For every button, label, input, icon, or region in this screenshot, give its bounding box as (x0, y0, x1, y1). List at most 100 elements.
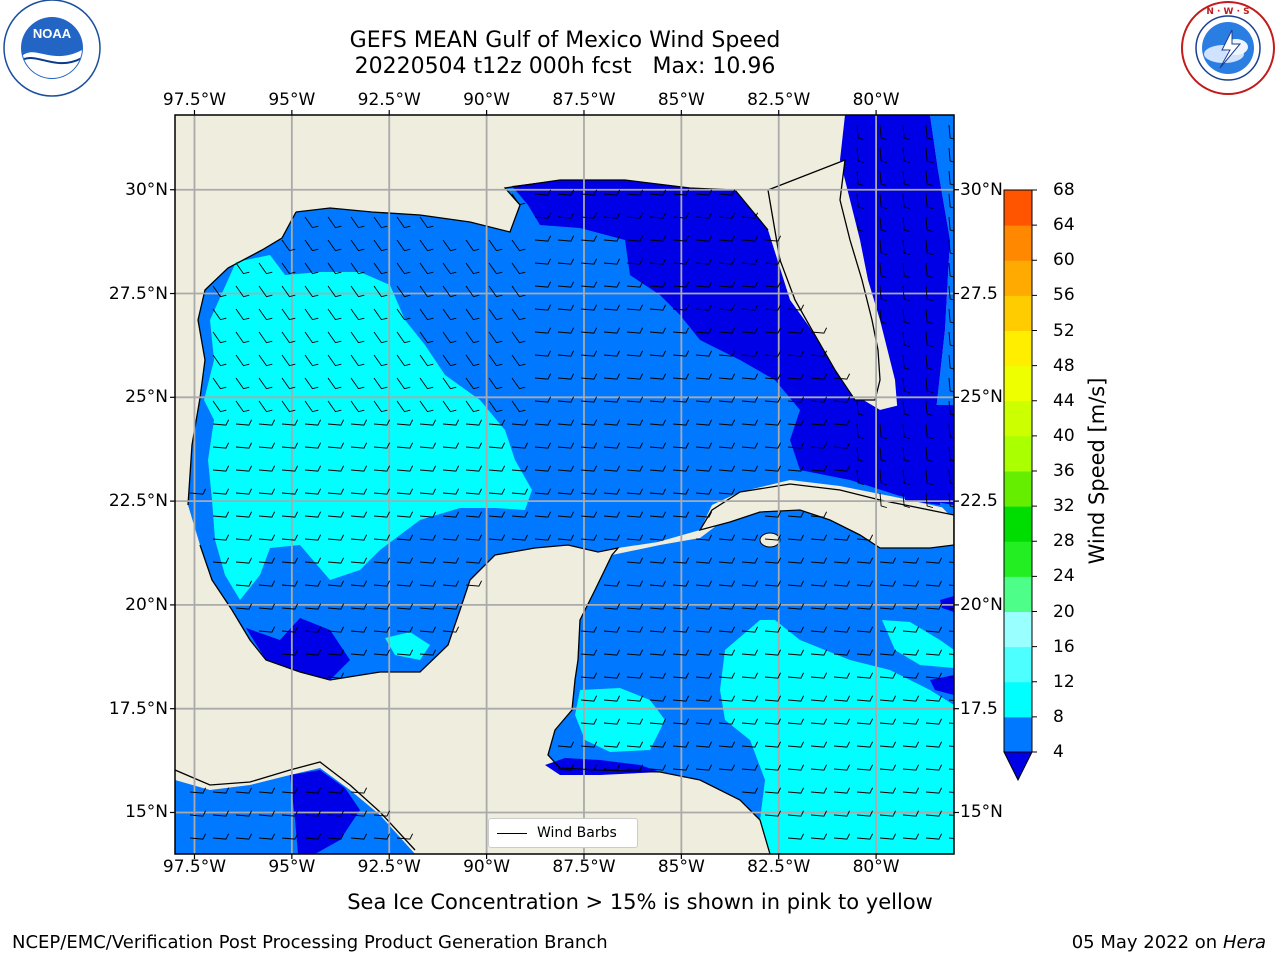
lat-tick-label-left: 25°N (125, 387, 168, 408)
wind-barb (695, 419, 713, 426)
wind-barb (603, 258, 621, 265)
colorbar-tick-label: 12 (1053, 671, 1075, 692)
wind-barb (511, 488, 529, 495)
wind-barb (718, 557, 736, 564)
wind-barb (787, 741, 805, 748)
wind-barb (304, 354, 319, 367)
wind-barb (488, 534, 506, 541)
wind-barb (695, 488, 713, 495)
wind-barb (833, 764, 851, 771)
colorbar-extend-arrow (1003, 751, 1033, 782)
wind-barb (810, 718, 828, 725)
wind-barb (281, 626, 299, 633)
wind-barb (511, 442, 529, 449)
wind-barb (649, 534, 667, 541)
wind-barb (787, 833, 805, 840)
wind-barb (488, 262, 503, 275)
lon-tick-label: 95°W (268, 90, 316, 110)
wind-barb (281, 308, 296, 321)
wind-barb (442, 580, 460, 587)
wind-barb (718, 718, 736, 725)
wind-barb (212, 400, 227, 413)
wind-barb (603, 350, 621, 357)
wind-barb (281, 285, 296, 298)
wind-barb (764, 235, 782, 242)
lat-tick-label-right: 22.5 (960, 491, 998, 512)
wind-barb (350, 488, 368, 495)
wind-barb (741, 764, 759, 771)
wind-barb (856, 741, 874, 748)
wind-barb (465, 557, 483, 564)
nws-logo: N · W · S (1181, 1, 1275, 95)
wind-barb (764, 304, 782, 311)
wind-barb (534, 465, 552, 472)
wind-barb (258, 833, 276, 840)
wind-barb (580, 350, 598, 357)
wind-barb (626, 442, 644, 449)
wind-barb (810, 534, 828, 541)
wind-barb (258, 557, 276, 564)
wind-barb (212, 377, 227, 390)
wind-barb (235, 787, 253, 794)
wind-barb (902, 308, 911, 325)
wind-barb (557, 327, 575, 334)
wind-barb (787, 603, 805, 610)
wind-barb (787, 672, 805, 679)
wind-barb (281, 810, 299, 817)
wind-barb (511, 465, 529, 472)
wind-barb (741, 695, 759, 702)
wind-barb (258, 442, 276, 449)
wind-barb (419, 557, 437, 564)
wind-barb (810, 649, 828, 656)
wind-barb (396, 400, 411, 413)
wind-barb (304, 465, 322, 472)
colorbar-tick-label: 24 (1053, 566, 1075, 587)
wind-barb (465, 465, 483, 472)
colorbar-segment (1004, 506, 1032, 542)
wind-barb (281, 488, 299, 495)
lon-tick-label: 87.5°W (552, 857, 616, 877)
wind-barb (925, 239, 934, 256)
wind-barb (304, 649, 322, 656)
date-text: 05 May 2022 on Hera (1072, 932, 1266, 953)
wind-barb (327, 833, 345, 840)
wind-barb (741, 396, 759, 403)
wind-barb (212, 465, 230, 472)
colorbar-segment (1004, 611, 1032, 648)
wind-barb (373, 534, 391, 541)
wind-barb (925, 626, 943, 633)
wind-barb (396, 308, 411, 321)
lon-tick-label: 87.5°W (552, 90, 616, 110)
wind-barb (695, 281, 713, 288)
wind-barb (626, 235, 644, 242)
wind-barb (718, 465, 736, 472)
strong-wind-campeche-bay (385, 632, 430, 660)
colorbar-segment (1004, 681, 1032, 718)
wind-barb (442, 442, 460, 449)
wind-barb (810, 511, 828, 518)
wind-barb (442, 377, 457, 390)
wind-barb (718, 695, 736, 702)
wind-barb (672, 695, 690, 702)
colorbar-tick-label: 36 (1053, 461, 1075, 481)
wind-barb (603, 488, 621, 495)
wind-barb (879, 741, 897, 748)
wind-barb (235, 308, 250, 321)
wind-barb (672, 281, 690, 288)
wind-barb (810, 442, 828, 449)
wind-barb (925, 423, 934, 440)
wind-barb (649, 580, 667, 587)
wind-barb (511, 400, 526, 413)
wind-barb (350, 354, 365, 367)
wind-barb (373, 400, 388, 413)
wind-barb (304, 787, 322, 794)
wind-barb (902, 557, 920, 564)
wind-barb (695, 373, 713, 380)
colorbar-tick-label: 40 (1053, 425, 1075, 446)
lat-tick-label-left: 30°N (125, 179, 168, 200)
wind-barb (281, 580, 299, 587)
wind-barb (764, 511, 782, 518)
wind-barb (764, 373, 782, 380)
wind-barb (212, 511, 230, 518)
